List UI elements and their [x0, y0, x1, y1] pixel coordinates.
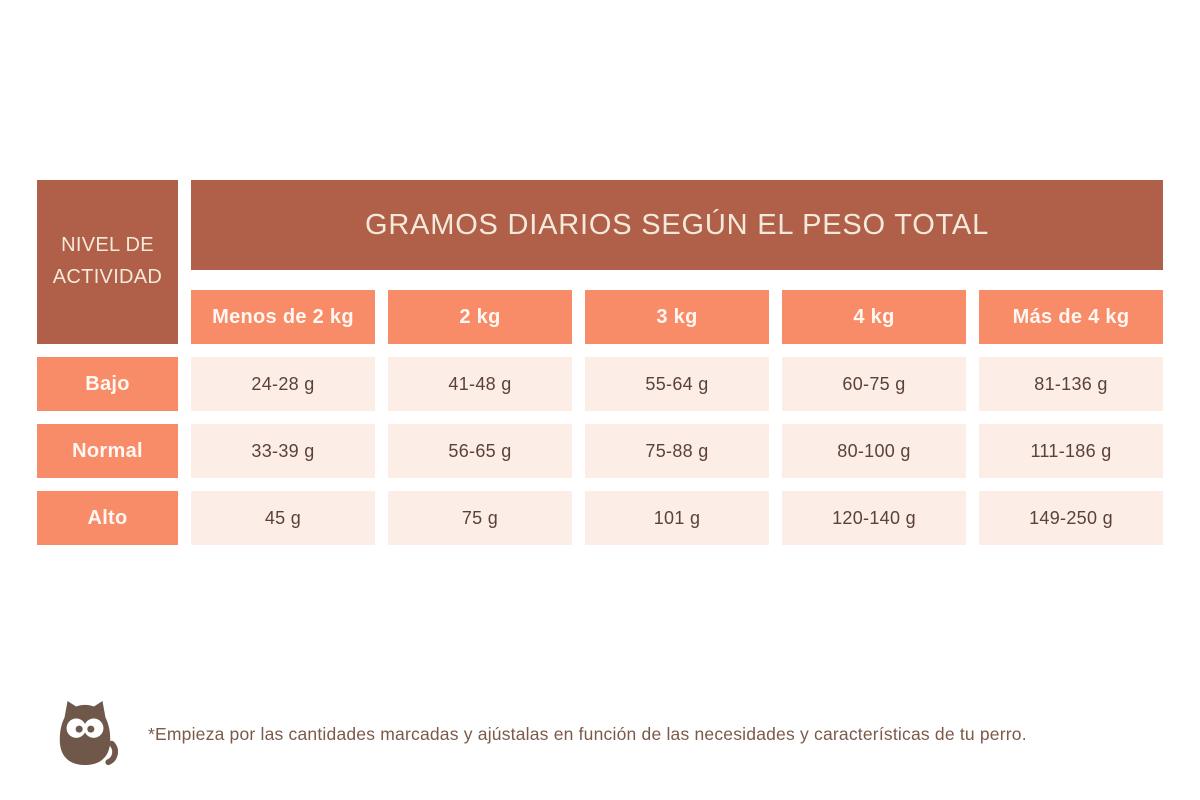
weight-column-headers: Menos de 2 kg 2 kg 3 kg 4 kg Más de 4 kg	[191, 290, 1163, 344]
data-cell: 149-250 g	[979, 491, 1163, 545]
data-cell: 24-28 g	[191, 357, 375, 411]
footnote: *Empieza por las cantidades marcadas y a…	[148, 723, 1027, 744]
column-header-3kg: 3 kg	[585, 290, 769, 344]
data-cell: 60-75 g	[782, 357, 966, 411]
data-cell: 81-136 g	[979, 357, 1163, 411]
data-cell: 75 g	[388, 491, 572, 545]
column-header-2kg: 2 kg	[388, 290, 572, 344]
data-cell: 101 g	[585, 491, 769, 545]
row-label-normal: Normal	[37, 424, 178, 478]
activity-level-line2: ACTIVIDAD	[52, 266, 163, 288]
column-header-mas-4kg: Más de 4 kg	[979, 290, 1163, 344]
table-row-normal: Normal 33-39 g 56-65 g 75-88 g 80-100 g …	[37, 424, 1163, 478]
activity-level-line1: NIVEL DE	[61, 234, 154, 257]
table-title: GRAMOS DIARIOS SEGÚN EL PESO TOTAL	[191, 180, 1163, 270]
activity-level-header: NIVEL DE ACTIVIDAD	[37, 180, 178, 344]
data-cell: 45 g	[191, 491, 375, 545]
table-row-alto: Alto 45 g 75 g 101 g 120-140 g 149-250 g	[37, 491, 1163, 545]
cat-icon	[52, 698, 118, 770]
data-cell: 80-100 g	[782, 424, 966, 478]
table-row-bajo: Bajo 24-28 g 41-48 g 55-64 g 60-75 g 81-…	[37, 357, 1163, 411]
column-header-4kg: 4 kg	[782, 290, 966, 344]
data-cell: 56-65 g	[388, 424, 572, 478]
feeding-table: NIVEL DE ACTIVIDAD GRAMOS DIARIOS SEGÚN …	[37, 180, 1163, 545]
data-cell: 33-39 g	[191, 424, 375, 478]
data-cell: 120-140 g	[782, 491, 966, 545]
row-label-bajo: Bajo	[37, 357, 178, 411]
column-header-menos-2kg: Menos de 2 kg	[191, 290, 375, 344]
data-cell: 75-88 g	[585, 424, 769, 478]
data-cell: 41-48 g	[388, 357, 572, 411]
footer: *Empieza por las cantidades marcadas y a…	[52, 698, 1027, 770]
data-cell: 111-186 g	[979, 424, 1163, 478]
data-cell: 55-64 g	[585, 357, 769, 411]
row-label-alto: Alto	[37, 491, 178, 545]
